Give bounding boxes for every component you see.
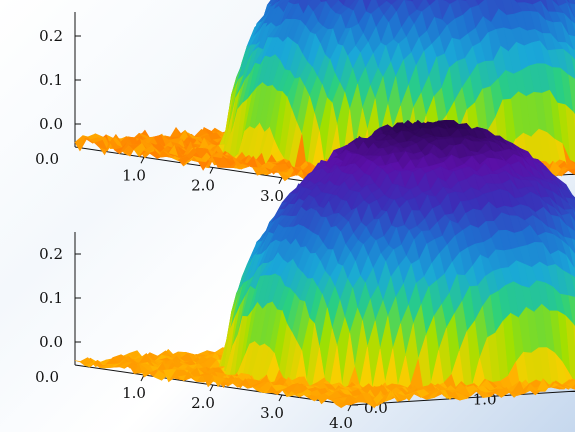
x-tick-mark (347, 404, 352, 412)
z-tick-label: 0.1 (39, 289, 63, 307)
x-tick-mark (140, 157, 145, 164)
x-tick-label: 2.0 (191, 177, 215, 195)
x-tick-mark (209, 384, 214, 392)
surface-plot-bottom: 0.00.10.20.01.02.03.04.00.01.02.03.04.0 (35, 119, 575, 432)
surface (74, 119, 575, 409)
x-tick-mark (278, 177, 283, 184)
x-tick-label: 2.0 (191, 394, 215, 412)
x-tick-mark (278, 394, 283, 402)
z-tick-label: 0.0 (39, 115, 63, 133)
x-tick-label: 1.0 (122, 166, 146, 184)
z-tick-label: 0.2 (39, 27, 63, 45)
x-tick-label: 3.0 (260, 404, 284, 422)
x-tick-mark (209, 167, 214, 174)
x-origin-label: 0.0 (35, 368, 59, 386)
x-tick-label: 3.0 (260, 187, 284, 205)
x-tick-label: 1.0 (122, 384, 146, 402)
x-tick-label: 4.0 (329, 414, 353, 432)
x-origin-label: 0.0 (35, 150, 59, 168)
z-tick-label: 0.2 (39, 245, 63, 263)
z-tick-label: 0.0 (39, 333, 63, 351)
z-tick-label: 0.1 (39, 71, 63, 89)
